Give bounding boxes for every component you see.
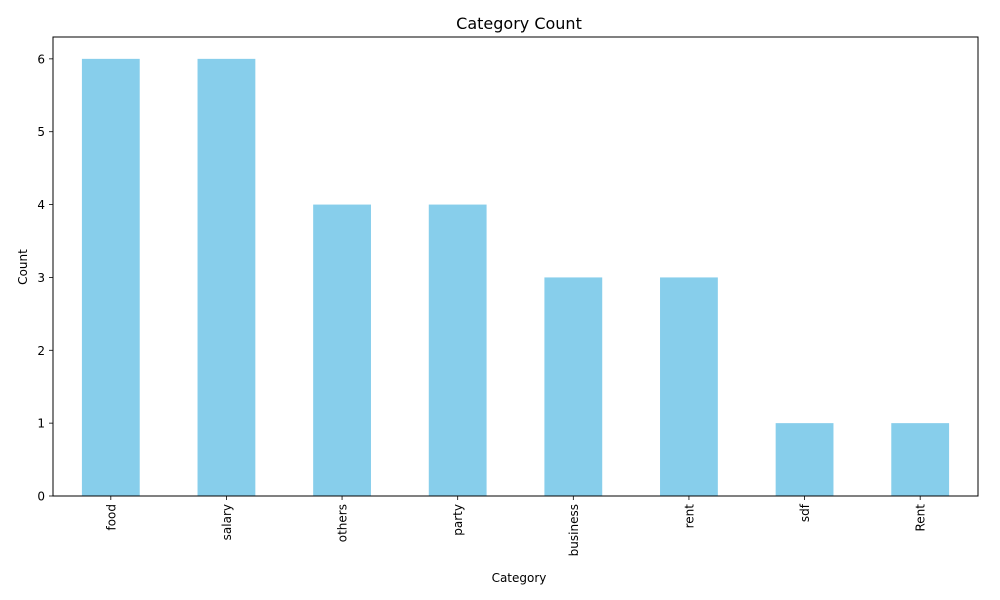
x-axis: food salary others party business rent sdf Rent (104, 496, 928, 556)
bar-salary (197, 58, 256, 497)
bar-rent (660, 277, 718, 496)
chart-title: Category Count (456, 14, 582, 33)
x-tick-label-salary: salary (220, 504, 234, 540)
bar-sdf (775, 423, 834, 496)
y-tick-label: 3 (37, 271, 45, 285)
y-tick-label: 5 (37, 125, 45, 139)
x-tick-label-sdf: sdf (798, 503, 812, 522)
y-axis: 0 1 2 3 4 5 6 (37, 52, 53, 504)
y-tick-label: 0 (37, 490, 45, 504)
x-tick-label-others: others (336, 504, 350, 542)
bars-group (81, 58, 950, 497)
bar-food (81, 58, 140, 497)
x-tick-label-rent: Rent (914, 504, 928, 532)
bar-others (313, 204, 371, 496)
x-tick-label-business: business (567, 504, 581, 556)
x-axis-label: Category (492, 571, 547, 585)
x-tick-label-party: party (451, 504, 465, 536)
plot-frame (52, 36, 979, 497)
y-tick-label: 1 (37, 417, 45, 431)
y-axis-label: Count (16, 249, 30, 285)
x-tick-label-food: food (104, 504, 118, 531)
plot-area: 0 1 2 3 4 5 6 food salary others party business ren… (37, 36, 979, 556)
y-tick-label: 4 (37, 198, 45, 212)
bar-rent (891, 423, 950, 496)
bar-business (544, 277, 603, 496)
y-tick-label: 2 (37, 344, 45, 358)
x-tick-label-rent: rent (682, 504, 696, 529)
bar-party (428, 204, 487, 496)
y-tick-label: 6 (37, 52, 45, 66)
